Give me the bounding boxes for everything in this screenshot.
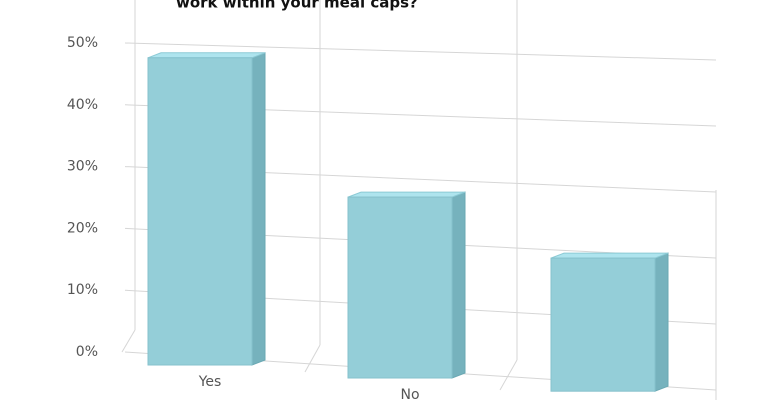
bar [147, 57, 253, 366]
x-tick-label: No [400, 387, 419, 400]
y-tick-label: 20% [67, 220, 98, 236]
y-tick-label: 40% [67, 97, 98, 113]
bar-top [347, 191, 466, 198]
bar [550, 257, 656, 392]
y-tick-label: 50% [67, 35, 98, 51]
y-tick-label: 30% [67, 159, 98, 175]
chart-walls [121, 0, 717, 400]
floor-edge [499, 359, 518, 391]
bar-top [550, 252, 669, 259]
floor-edge [121, 329, 136, 353]
y-tick-label: 10% [67, 282, 98, 298]
chart-title: work within your meal caps? [176, 0, 418, 12]
floor-edge [304, 344, 321, 373]
bar-side [451, 191, 466, 379]
y-tick-label: 0% [76, 344, 98, 360]
bar-side [654, 252, 669, 392]
bar-top [147, 52, 266, 59]
bar-side [251, 52, 266, 366]
grid-line [124, 42, 717, 61]
x-tick-label: Yes [198, 374, 222, 390]
bar [347, 196, 453, 379]
